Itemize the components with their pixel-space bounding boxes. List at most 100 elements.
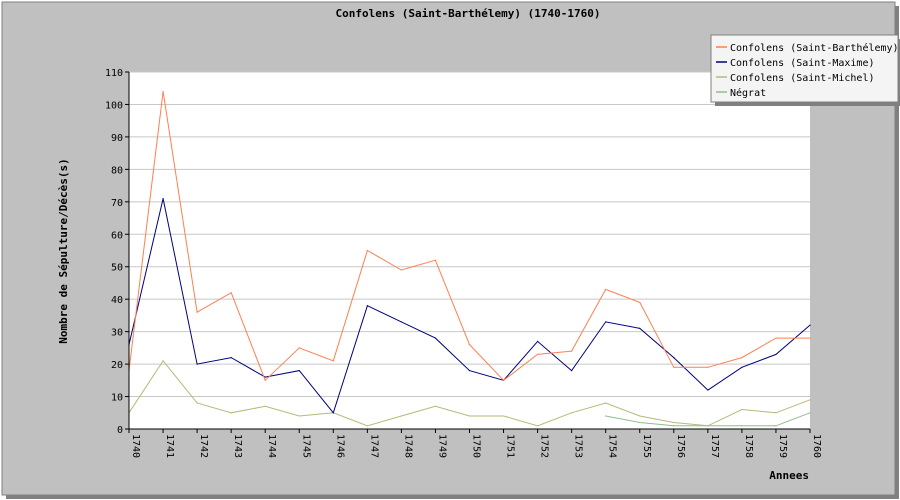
y-tick-label: 10	[111, 393, 123, 404]
data-point	[605, 402, 607, 404]
legend-box	[710, 34, 899, 103]
data-point	[230, 357, 232, 359]
x-tick-label: 1753	[573, 434, 584, 458]
x-tick-label: 1741	[164, 434, 175, 458]
data-point	[196, 311, 198, 313]
data-point	[332, 360, 334, 362]
x-tick-label: 1746	[334, 434, 345, 458]
data-point	[196, 363, 198, 365]
data-point	[298, 369, 300, 372]
chart-title: Confolens (Saint-Barthélemy) (1740-1760)	[336, 7, 601, 20]
data-point	[502, 415, 505, 417]
x-tick-label: 1747	[368, 434, 379, 458]
data-point	[571, 412, 573, 414]
data-point	[639, 327, 641, 329]
x-tick-label: 1748	[402, 434, 413, 458]
y-axis-label: Nombre de Sépulture/Décès(s)	[57, 158, 70, 343]
data-point	[502, 379, 505, 381]
data-point	[332, 412, 334, 414]
x-tick-label: 1745	[300, 434, 311, 458]
data-point	[707, 389, 709, 391]
data-point	[162, 360, 164, 362]
x-tick-label: 1759	[777, 434, 788, 458]
x-tick-label: 1755	[641, 434, 652, 458]
data-point	[264, 405, 266, 407]
data-point	[537, 425, 539, 427]
data-point	[434, 405, 437, 407]
x-tick-label: 1744	[266, 434, 277, 458]
x-tick-label: 1750	[471, 434, 482, 458]
data-point	[605, 321, 607, 323]
x-tick-label: 1757	[709, 434, 720, 458]
data-point	[366, 249, 368, 252]
data-point	[707, 425, 709, 427]
data-point	[605, 415, 607, 417]
x-tick-label: 1740	[130, 434, 141, 458]
data-point	[571, 350, 573, 352]
data-point	[537, 340, 539, 342]
x-tick-label: 1752	[539, 434, 550, 458]
data-point	[673, 357, 675, 359]
data-point	[264, 376, 266, 378]
y-tick-label: 30	[111, 328, 123, 339]
data-point	[571, 369, 573, 372]
data-point	[673, 366, 675, 368]
legend-label: Confolens (Saint-Maxime)	[730, 58, 875, 69]
data-point	[809, 324, 811, 326]
data-point	[298, 415, 300, 417]
data-point	[673, 425, 675, 427]
data-point	[162, 90, 164, 93]
frame-shadow-bottom	[6, 495, 899, 499]
x-tick-label: 1749	[436, 434, 447, 458]
y-tick-label: 70	[111, 198, 123, 209]
data-point	[639, 421, 641, 424]
y-ticks: 0 10 20 30 40 50 60 70 80 90 100 110	[105, 68, 129, 436]
x-tick-label: 1751	[505, 434, 516, 458]
x-ticks: 1740 1741 1742 1743 1744 1745 1746 1747 1748 1749…	[128, 429, 822, 458]
data-point	[298, 347, 300, 349]
y-tick-label: 20	[111, 360, 123, 371]
y-tick-label: 40	[111, 295, 123, 306]
data-point	[196, 402, 198, 404]
data-point	[162, 197, 164, 200]
data-point	[468, 415, 471, 417]
y-tick-label: 0	[117, 425, 123, 436]
data-point	[741, 366, 743, 368]
legend-items: Confolens (Saint-Barthélemy) Confolens (S…	[716, 42, 899, 99]
data-point	[809, 399, 811, 401]
data-point	[639, 301, 641, 304]
data-point	[468, 344, 471, 346]
legend-label: Confolens (Saint-Michel)	[730, 73, 875, 84]
data-point	[741, 408, 743, 411]
x-tick-label: 1756	[675, 434, 686, 458]
data-point	[264, 379, 266, 381]
data-point	[673, 421, 675, 424]
data-point	[605, 288, 607, 291]
data-point	[775, 412, 777, 414]
data-point	[400, 415, 402, 417]
data-point	[775, 425, 777, 427]
y-tick-label: 100	[105, 100, 123, 111]
y-tick-label: 90	[111, 133, 123, 144]
data-point	[537, 353, 539, 355]
data-point	[775, 337, 777, 339]
data-point	[434, 337, 437, 339]
series-layer	[128, 90, 811, 427]
y-tick-label: 110	[105, 68, 123, 79]
y-tick-label: 50	[111, 263, 123, 274]
data-point	[434, 259, 437, 261]
data-point	[741, 425, 743, 427]
data-point	[809, 337, 811, 339]
x-tick-label: 1760	[811, 434, 822, 458]
x-tick-label: 1742	[198, 434, 209, 458]
y-tick-label: 80	[111, 165, 123, 176]
data-point	[468, 369, 471, 372]
x-tick-label: 1743	[232, 434, 243, 458]
data-point	[366, 425, 368, 427]
x-tick-label: 1754	[607, 434, 618, 458]
grid	[129, 71, 810, 398]
data-point	[230, 412, 232, 414]
data-point	[639, 415, 641, 417]
data-point	[775, 353, 777, 355]
